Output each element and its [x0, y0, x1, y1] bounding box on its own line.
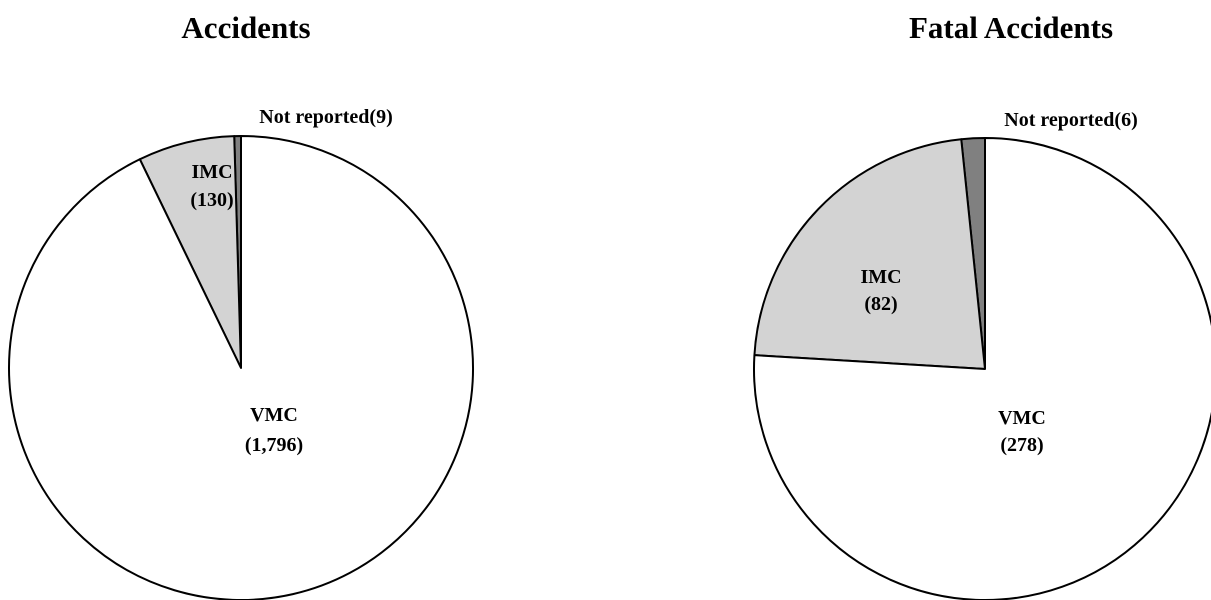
chart-title-fatal-accidents: Fatal Accidents — [909, 10, 1113, 45]
value-imc-fatal: (82) — [864, 293, 897, 315]
label-vmc-fatal: VMC — [998, 407, 1046, 429]
label-imc-accidents: IMC — [191, 161, 232, 183]
pie-chart-fatal-accidents: Fatal Accidents Not reported(6) IMC (82)… — [753, 10, 1211, 600]
label-not-reported-accidents: Not reported(9) — [259, 106, 392, 128]
value-vmc-fatal: (278) — [1000, 434, 1043, 456]
pie-slices-accidents — [8, 135, 474, 600]
pie-slices-fatal-accidents — [753, 137, 1211, 600]
chart-title-accidents: Accidents — [181, 10, 310, 45]
label-vmc-accidents: VMC — [250, 404, 298, 426]
label-imc-fatal: IMC — [860, 266, 901, 288]
label-not-reported-fatal: Not reported(6) — [1004, 109, 1137, 131]
slice-vmc-fatal — [753, 137, 1211, 600]
slice-vmc-accidents — [8, 135, 474, 600]
value-imc-accidents: (130) — [190, 189, 233, 211]
slice-imc-fatal — [753, 138, 986, 370]
pie-chart-accidents: Accidents Not reported(9) IMC (130) VMC … — [8, 10, 474, 600]
value-vmc-accidents: (1,796) — [245, 434, 303, 456]
